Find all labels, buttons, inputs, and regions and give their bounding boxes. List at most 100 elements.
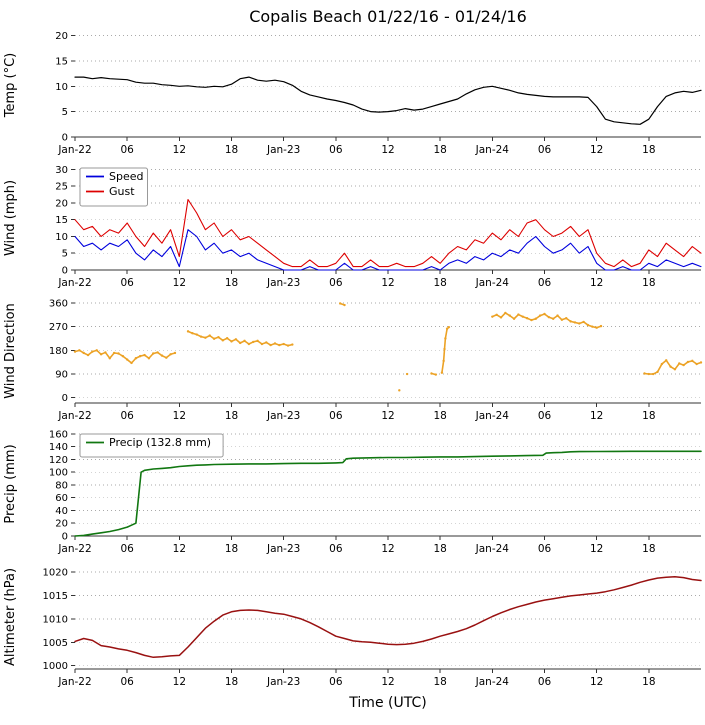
svg-text:Gust: Gust	[109, 185, 135, 198]
svg-text:18: 18	[433, 543, 446, 555]
chart-title: Copalis Beach 01/22/16 - 01/24/16	[249, 7, 527, 26]
svg-text:180: 180	[49, 346, 68, 357]
subplots-container: 0 5 10 15 20 Jan-22 06 12 18 Jan-23 06 12 18 Jan-24 06…	[0, 29, 705, 694]
svg-text:Jan-23: Jan-23	[266, 144, 300, 156]
svg-text:12: 12	[381, 277, 394, 289]
svg-text:06: 06	[538, 543, 552, 555]
svg-text:06: 06	[538, 277, 552, 289]
svg-text:Wind Direction: Wind Direction	[3, 303, 18, 399]
svg-text:Jan-24: Jan-24	[475, 144, 510, 156]
svg-text:Altimeter (hPa): Altimeter (hPa)	[3, 568, 18, 666]
svg-text:140: 140	[49, 442, 68, 453]
svg-text:Precip (132.8 mm): Precip (132.8 mm)	[109, 436, 211, 449]
svg-text:06: 06	[329, 543, 343, 555]
svg-text:30: 30	[55, 165, 68, 176]
svg-text:1020: 1020	[43, 568, 68, 579]
svg-text:Jan-22: Jan-22	[57, 676, 91, 688]
svg-text:18: 18	[642, 410, 655, 422]
svg-text:Jan-24: Jan-24	[475, 676, 510, 688]
svg-text:06: 06	[329, 277, 343, 289]
svg-text:Jan-22: Jan-22	[57, 144, 91, 156]
svg-text:18: 18	[433, 410, 446, 422]
legend-precip-mm: Precip (132.8 mm)	[79, 433, 224, 458]
svg-text:12: 12	[381, 543, 394, 555]
svg-text:12: 12	[173, 144, 186, 156]
svg-text:Jan-23: Jan-23	[266, 277, 300, 289]
svg-text:20: 20	[55, 198, 68, 209]
svg-text:Jan-23: Jan-23	[266, 676, 300, 688]
svg-text:06: 06	[538, 410, 552, 422]
x-axis-title: Time (UTC)	[349, 695, 427, 711]
svg-text:18: 18	[433, 277, 446, 289]
subplot-wind-mph: 0 5 10 15 20 25 30 Jan-22 06 12 18 Jan-23 06 12 18 Jan-…	[3, 165, 702, 289]
svg-text:06: 06	[120, 410, 134, 422]
svg-text:12: 12	[590, 676, 603, 688]
svg-text:18: 18	[642, 543, 655, 555]
svg-text:0: 0	[62, 133, 68, 144]
svg-text:25: 25	[55, 182, 68, 193]
svg-text:1010: 1010	[43, 614, 68, 625]
svg-text:18: 18	[225, 676, 238, 688]
svg-text:Precip (mm): Precip (mm)	[3, 444, 18, 523]
svg-text:12: 12	[590, 410, 603, 422]
svg-text:60: 60	[55, 493, 68, 504]
svg-text:20: 20	[55, 519, 68, 530]
svg-text:18: 18	[225, 410, 238, 422]
svg-text:18: 18	[225, 543, 238, 555]
svg-text:Jan-24: Jan-24	[475, 410, 510, 422]
svg-text:Jan-24: Jan-24	[475, 543, 510, 555]
svg-text:18: 18	[433, 144, 446, 156]
svg-text:160: 160	[49, 429, 68, 440]
svg-text:0: 0	[62, 266, 68, 277]
svg-text:Jan-24: Jan-24	[475, 277, 510, 289]
subplot-temp-c: 0 5 10 15 20 Jan-22 06 12 18 Jan-23 06 12 18 Jan-24 06…	[3, 31, 702, 156]
svg-text:Jan-23: Jan-23	[266, 543, 300, 555]
svg-text:06: 06	[120, 543, 134, 555]
svg-text:12: 12	[173, 410, 186, 422]
subplot-wind-direction: 0 90 180 270 360 Jan-22 06 12 18 Jan-23 06 12 18 Jan-…	[3, 298, 703, 422]
svg-text:100: 100	[49, 468, 68, 479]
svg-text:Speed: Speed	[109, 170, 143, 183]
subplot-altimeter-hpa: 1000 1005 1010 1015 1020 Jan-22 06 12 18 Jan-23 06…	[3, 568, 702, 688]
svg-text:12: 12	[590, 144, 603, 156]
svg-text:18: 18	[642, 277, 655, 289]
svg-text:12: 12	[173, 277, 186, 289]
svg-text:12: 12	[173, 676, 186, 688]
svg-text:90: 90	[55, 370, 68, 381]
svg-text:0: 0	[62, 393, 68, 404]
svg-text:06: 06	[538, 676, 552, 688]
svg-text:Jan-23: Jan-23	[266, 410, 300, 422]
svg-text:06: 06	[120, 144, 134, 156]
svg-text:06: 06	[120, 277, 134, 289]
svg-text:10: 10	[55, 82, 68, 93]
svg-text:15: 15	[55, 215, 68, 226]
svg-text:12: 12	[381, 676, 394, 688]
svg-text:80: 80	[55, 480, 68, 491]
svg-text:40: 40	[55, 506, 68, 517]
svg-text:18: 18	[225, 144, 238, 156]
svg-text:12: 12	[590, 277, 603, 289]
svg-text:20: 20	[55, 31, 68, 42]
svg-text:Jan-22: Jan-22	[57, 410, 91, 422]
svg-text:12: 12	[381, 144, 394, 156]
svg-text:06: 06	[120, 676, 134, 688]
svg-text:1015: 1015	[43, 591, 68, 602]
svg-text:12: 12	[381, 410, 394, 422]
svg-text:06: 06	[329, 676, 343, 688]
svg-text:18: 18	[642, 144, 655, 156]
svg-text:270: 270	[49, 322, 68, 333]
svg-text:5: 5	[62, 107, 68, 118]
svg-text:18: 18	[642, 676, 655, 688]
svg-text:18: 18	[433, 676, 446, 688]
svg-text:06: 06	[329, 410, 343, 422]
svg-text:06: 06	[538, 144, 552, 156]
svg-text:18: 18	[225, 277, 238, 289]
svg-text:12: 12	[590, 543, 603, 555]
svg-text:12: 12	[173, 543, 186, 555]
svg-text:Jan-22: Jan-22	[57, 277, 91, 289]
svg-text:Temp (°C): Temp (°C)	[3, 53, 18, 119]
svg-text:Jan-22: Jan-22	[57, 543, 91, 555]
svg-text:5: 5	[62, 249, 68, 260]
